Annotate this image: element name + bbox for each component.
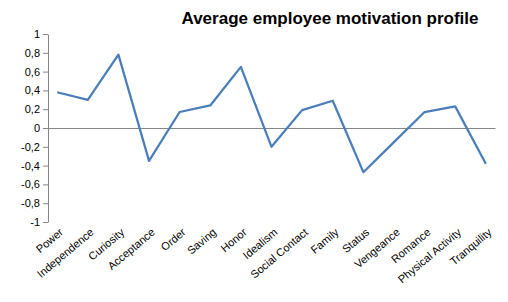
y-tick-mark [43,34,48,35]
y-tick: 1 [34,28,48,40]
y-tick: -1 [30,216,48,228]
x-tick-label: Tranquility [448,225,495,267]
y-tick-mark [43,90,48,91]
y-tick: 0 [34,122,48,134]
y-tick: 0,4 [25,84,48,96]
y-tick-mark [43,147,48,148]
x-tick: Saving [185,226,218,257]
x-tick-label: Social Contact [248,226,310,281]
y-tick-label: -1 [30,216,40,228]
y-tick-label: 0,8 [25,47,40,59]
y-tick-label: -0,8 [21,197,40,209]
x-tick: Acceptance [105,226,157,272]
x-tick: Order [158,226,188,253]
y-tick-label: 0,2 [25,103,40,115]
y-tick: 0,2 [25,103,48,115]
chart-title: Average employee motivation profile [182,9,479,28]
x-axis-line [49,128,496,129]
y-tick-mark [43,109,48,110]
y-tick-mark [43,53,48,54]
chart: Average employee motivation profile -1 -0,… [0,0,508,302]
x-tick-label: Saving [185,226,218,257]
y-tick: -0,8 [21,197,48,209]
plot-area [57,55,486,172]
y-tick-label: 0,6 [25,66,40,78]
y-tick: 0,6 [25,66,48,78]
y-tick-mark [43,203,48,204]
y-tick-label: 0 [34,122,40,134]
y-tick-label: 1 [34,28,40,40]
x-axis-line-group [49,128,496,129]
x-tick: Family [308,225,341,255]
y-tick: 0,8 [25,47,48,59]
y-tick-label: -0,4 [21,160,40,172]
y-tick: -0,6 [21,178,48,190]
x-tick-label: Acceptance [105,226,157,272]
y-axis: -1 -0,8 -0,6 -0,4 -0,2 0 0,2 0,4 0,6 0,8 1 [21,28,48,228]
y-tick-mark [43,72,48,73]
y-tick-mark [43,128,48,129]
y-tick-mark [43,222,48,223]
y-tick: -0,4 [21,160,48,172]
x-axis: PowerIndependenceCuriosityAcceptanceOrde… [34,225,495,285]
x-tick: Social Contact [248,226,310,281]
x-tick-label: Order [158,226,188,253]
y-tick: -0,2 [21,141,48,153]
data-line [57,55,486,172]
x-tick-label: Family [308,225,341,255]
x-tick: Tranquility [448,225,495,267]
y-tick-label: 0,4 [25,84,40,96]
y-tick-label: -0,6 [21,178,40,190]
y-tick-label: -0,2 [21,141,40,153]
y-tick-mark [43,184,48,185]
y-tick-mark [43,166,48,167]
